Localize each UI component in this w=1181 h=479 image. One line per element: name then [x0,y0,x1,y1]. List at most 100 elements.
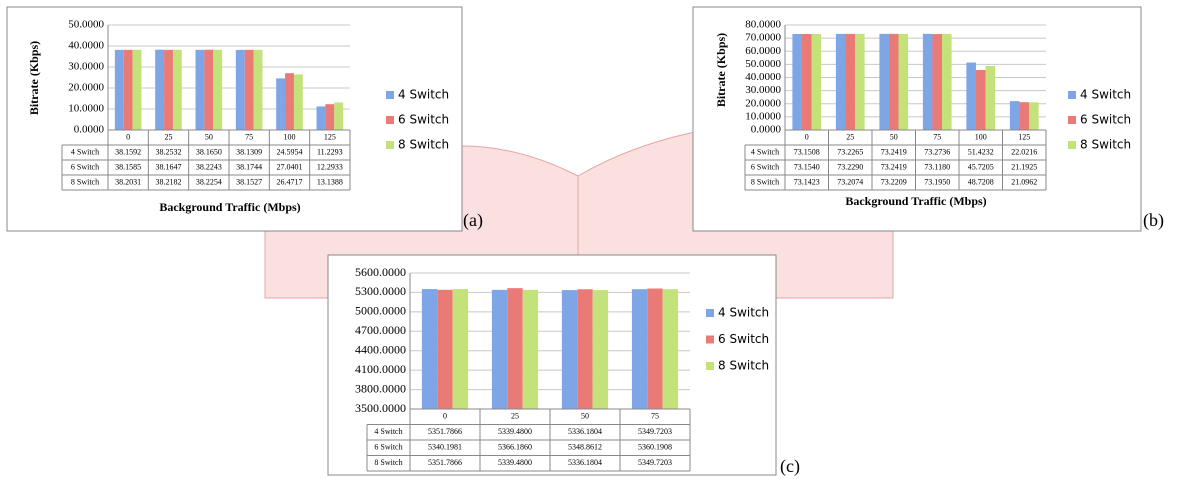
table-cell: 24.5954 [277,147,303,156]
table-cell: 73.1180 [924,162,950,171]
table-cell: 5348.8612 [568,443,602,452]
bar [421,289,438,409]
x-axis-title: Background Traffic (Mbps) [845,194,986,208]
legend-swatch [706,335,714,344]
legend-label: 8 Switch [398,138,449,152]
table-cell: 73.1540 [794,162,820,171]
table-cell: 38.1650 [196,147,222,156]
table-cell: 73.1950 [924,177,950,186]
y-tick-label: 4100.0000 [355,362,406,376]
table-cell: 5339.4800 [498,458,532,467]
bar [195,49,205,130]
legend-swatch [706,362,714,370]
bar [437,289,453,409]
legend-swatch [1068,116,1076,124]
legend-swatch [706,309,714,317]
x-tick-label: 125 [324,132,336,141]
y-tick-label: 40.0000 [745,71,781,83]
bar [898,33,909,130]
bar [561,290,578,409]
y-tick-label: 5600.0000 [355,265,406,279]
bar [244,49,254,131]
table-cell: 38.2254 [196,177,222,186]
bar [662,289,679,409]
x-axis-title: Background Traffic (Mbps) [159,200,300,214]
bar [235,49,245,130]
y-tick-label: 4700.0000 [355,323,406,337]
table-row-header: 6 Switch [751,162,779,171]
table-cell: 5339.4800 [498,427,532,436]
table-row-header: 4 Switch [374,427,402,436]
y-tick-label: 5300.0000 [355,284,406,298]
bar [631,289,648,409]
table-cell: 5336.1804 [568,427,602,436]
table-cell: 5336.1804 [568,458,602,467]
table-cell: 5351.7866 [428,427,462,436]
table-cell: 73.2265 [837,147,863,156]
bar [276,78,286,130]
table-cell: 5366.1860 [498,443,532,452]
charts: 0.000010.000020.000030.000040.000050.000… [27,19,1164,478]
table-cell: 38.2243 [196,162,222,171]
bar [985,66,996,130]
table-cell: 38.1585 [115,162,141,171]
x-tick-label: 0 [805,132,809,141]
x-tick-label: 100 [284,132,296,141]
bar [155,49,165,130]
bar [922,33,933,130]
table-cell: 73.1508 [794,147,820,156]
y-tick-label: 50.0000 [68,19,104,31]
table-cell: 38.1527 [236,177,262,186]
table-cell: 51.4232 [968,147,994,156]
x-tick-label: 25 [846,132,854,141]
table-row-header: 6 Switch [71,162,99,171]
table-cell: 38.1744 [236,162,262,171]
y-axis-title: Bitrate (Kbps) [27,41,41,115]
bar [792,33,802,130]
table-cell: 73.2736 [924,147,950,156]
x-tick-label: 50 [890,132,898,141]
bar [325,104,335,130]
table-cell: 5360.1908 [638,443,672,452]
legend-label: 6 Switch [718,332,769,346]
bar [172,49,182,131]
bar [966,62,976,130]
bar [879,33,889,130]
legend-label: 4 Switch [398,88,449,102]
table-cell: 27.0401 [277,162,303,171]
bar [577,289,593,409]
y-tick-label: 0.0000 [74,124,105,136]
bar [213,49,223,130]
table-cell: 73.2074 [837,177,863,186]
y-tick-label: 80.0000 [745,19,781,31]
table-cell: 5349.7203 [638,427,672,436]
table-cell: 48.7208 [968,177,994,186]
y-tick-label: 50.0000 [745,58,781,70]
legend-swatch [386,116,394,124]
panel-label: (c) [780,456,800,477]
x-tick-label: 50 [205,132,213,141]
legend-swatch [386,91,394,99]
legend-label: 4 Switch [718,306,769,320]
table-cell: 38.2031 [115,177,141,186]
y-tick-label: 30.0000 [68,61,104,73]
x-tick-label: 75 [245,132,253,141]
table-cell: 45.7205 [968,162,994,171]
legend-swatch [1068,141,1076,149]
panel-frame [692,6,1142,232]
x-tick-label: 0 [443,412,447,421]
legend-label: 6 Switch [398,113,449,127]
y-tick-label: 20.0000 [68,82,104,94]
x-tick-label: 50 [581,412,589,421]
table-cell: 13.1388 [317,177,343,186]
table-cell: 22.0216 [1011,147,1037,156]
bar [293,74,303,130]
bar [253,49,263,130]
bar [123,49,133,130]
table-cell: 73.2419 [881,147,907,156]
table-cell: 21.0962 [1011,177,1037,186]
legend-swatch [386,141,394,149]
table-row-header: 4 Switch [71,147,99,156]
panel-frame [327,254,777,476]
